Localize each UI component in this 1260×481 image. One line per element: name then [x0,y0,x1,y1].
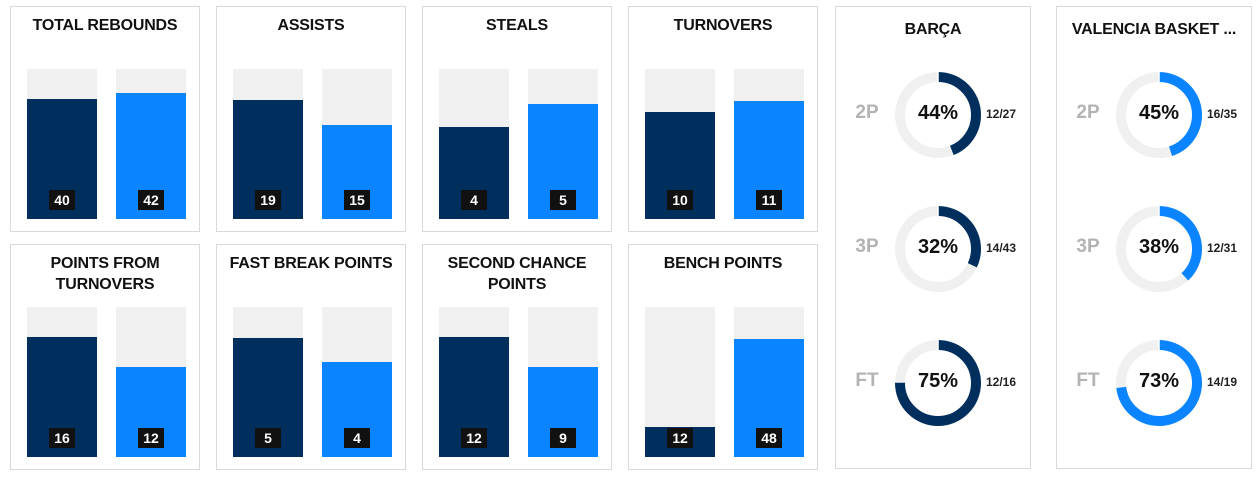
team-name: VALENCIA BASKET ... [1071,21,1237,38]
shooting-row-ft: FT 73% 14/19 [1057,337,1251,429]
bar-value-label: 5 [255,428,281,448]
bar-column-team2: 15 [322,69,392,219]
bar-value-label: 40 [49,190,75,210]
shot-type-label: 2P [855,102,879,123]
stat-card-total-rebounds: TOTAL REBOUNDS 40 42 [10,6,200,232]
shooting-row-ft: FT 75% 12/16 [836,337,1030,429]
stat-card-steals: STEALS 4 5 [422,6,612,232]
shooting-card-bar-a: BARÇA 2P 44% 12/27 3P 32% 14/43 FT 75% 12/16 [835,6,1031,469]
shot-type-label: 3P [855,236,879,257]
made-attempted-ratio: 14/19 [1207,375,1238,389]
bar-column-team2: 12 [116,307,186,457]
stat-title: ASSISTS [277,17,345,34]
bar-value-label: 12 [138,428,164,448]
stat-title: BENCH POINTS [663,255,783,272]
bar-value-label: 5 [550,190,576,210]
stat-card-bench-points: BENCH POINTS 12 48 [628,244,818,470]
bar-column-team2: 5 [528,69,598,219]
shooting-row-3p: 3P 32% 14/43 [836,203,1030,295]
stat-title: SECOND CHANCE POINTS [447,255,587,293]
stat-title: POINTS FROM TURNOVERS [50,255,160,293]
donut-ring [1116,339,1202,426]
bar-column-team1: 10 [645,69,715,219]
made-attempted-ratio: 16/35 [1207,107,1238,121]
donut-ring [1116,205,1202,292]
stat-card-points-from-turnovers: POINTS FROM TURNOVERS 16 12 [10,244,200,470]
shot-type-label: 3P [1076,236,1100,257]
shooting-percentage: 45% [1138,102,1180,124]
bar-value-label: 42 [138,190,164,210]
shooting-card-valencia-basket: VALENCIA BASKET ... 2P 45% 16/35 3P 38% 12/31 F… [1056,6,1252,469]
bar-column-team2: 9 [528,307,598,457]
stat-card-turnovers: TURNOVERS 10 11 [628,6,818,232]
bar-value-label: 19 [255,190,281,210]
bar-column-team1: 12 [439,307,509,457]
donut-ring [1116,71,1202,158]
shooting-row-2p: 2P 44% 12/27 [836,69,1030,161]
shooting-percentage: 32% [917,236,959,258]
bar-value-label: 12 [461,428,487,448]
bar-value-label: 11 [756,190,782,210]
stat-title: TOTAL REBOUNDS [32,17,178,34]
shot-type-label: 2P [1076,102,1100,123]
bar-column-team2: 11 [734,69,804,219]
made-attempted-ratio: 12/31 [1207,241,1238,255]
bar-column-team1: 19 [233,69,303,219]
bar-value-label: 10 [667,190,693,210]
made-attempted-ratio: 12/16 [986,375,1017,389]
shooting-row-3p: 3P 38% 12/31 [1057,203,1251,295]
stat-card-fast-break-points: FAST BREAK POINTS 5 4 [216,244,406,470]
bar-value-label: 4 [461,190,487,210]
bar-value-label: 9 [550,428,576,448]
bar-column-team1: 5 [233,307,303,457]
bar-column-team1: 16 [27,307,97,457]
bar-value-label: 4 [344,428,370,448]
shooting-percentage: 73% [1138,370,1180,392]
bar-value-label: 12 [667,428,693,448]
donut-ring [895,205,981,292]
bar-column-team2: 48 [734,307,804,457]
stat-title: FAST BREAK POINTS [229,255,393,272]
stat-title: TURNOVERS [673,17,773,34]
bar-column-team1: 12 [645,307,715,457]
bar-column-team2: 42 [116,69,186,219]
shooting-percentage: 75% [917,370,959,392]
bar-value-label: 48 [756,428,782,448]
bar-column-team1: 40 [27,69,97,219]
bar-value-label: 15 [344,190,370,210]
stat-title: STEALS [486,17,548,34]
bar-column-team1: 4 [439,69,509,219]
bar-value-label: 16 [49,428,75,448]
donut-ring [895,339,981,426]
stat-card-assists: ASSISTS 19 15 [216,6,406,232]
shooting-row-2p: 2P 45% 16/35 [1057,69,1251,161]
shooting-percentage: 38% [1138,236,1180,258]
made-attempted-ratio: 14/43 [986,241,1017,255]
stat-card-second-chance-points: SECOND CHANCE POINTS 12 9 [422,244,612,470]
made-attempted-ratio: 12/27 [986,107,1017,121]
shot-type-label: FT [1076,370,1100,391]
team-name: BARÇA [904,21,962,38]
bar-column-team2: 4 [322,307,392,457]
shot-type-label: FT [855,370,879,391]
donut-ring [895,71,981,158]
shooting-percentage: 44% [917,102,959,124]
